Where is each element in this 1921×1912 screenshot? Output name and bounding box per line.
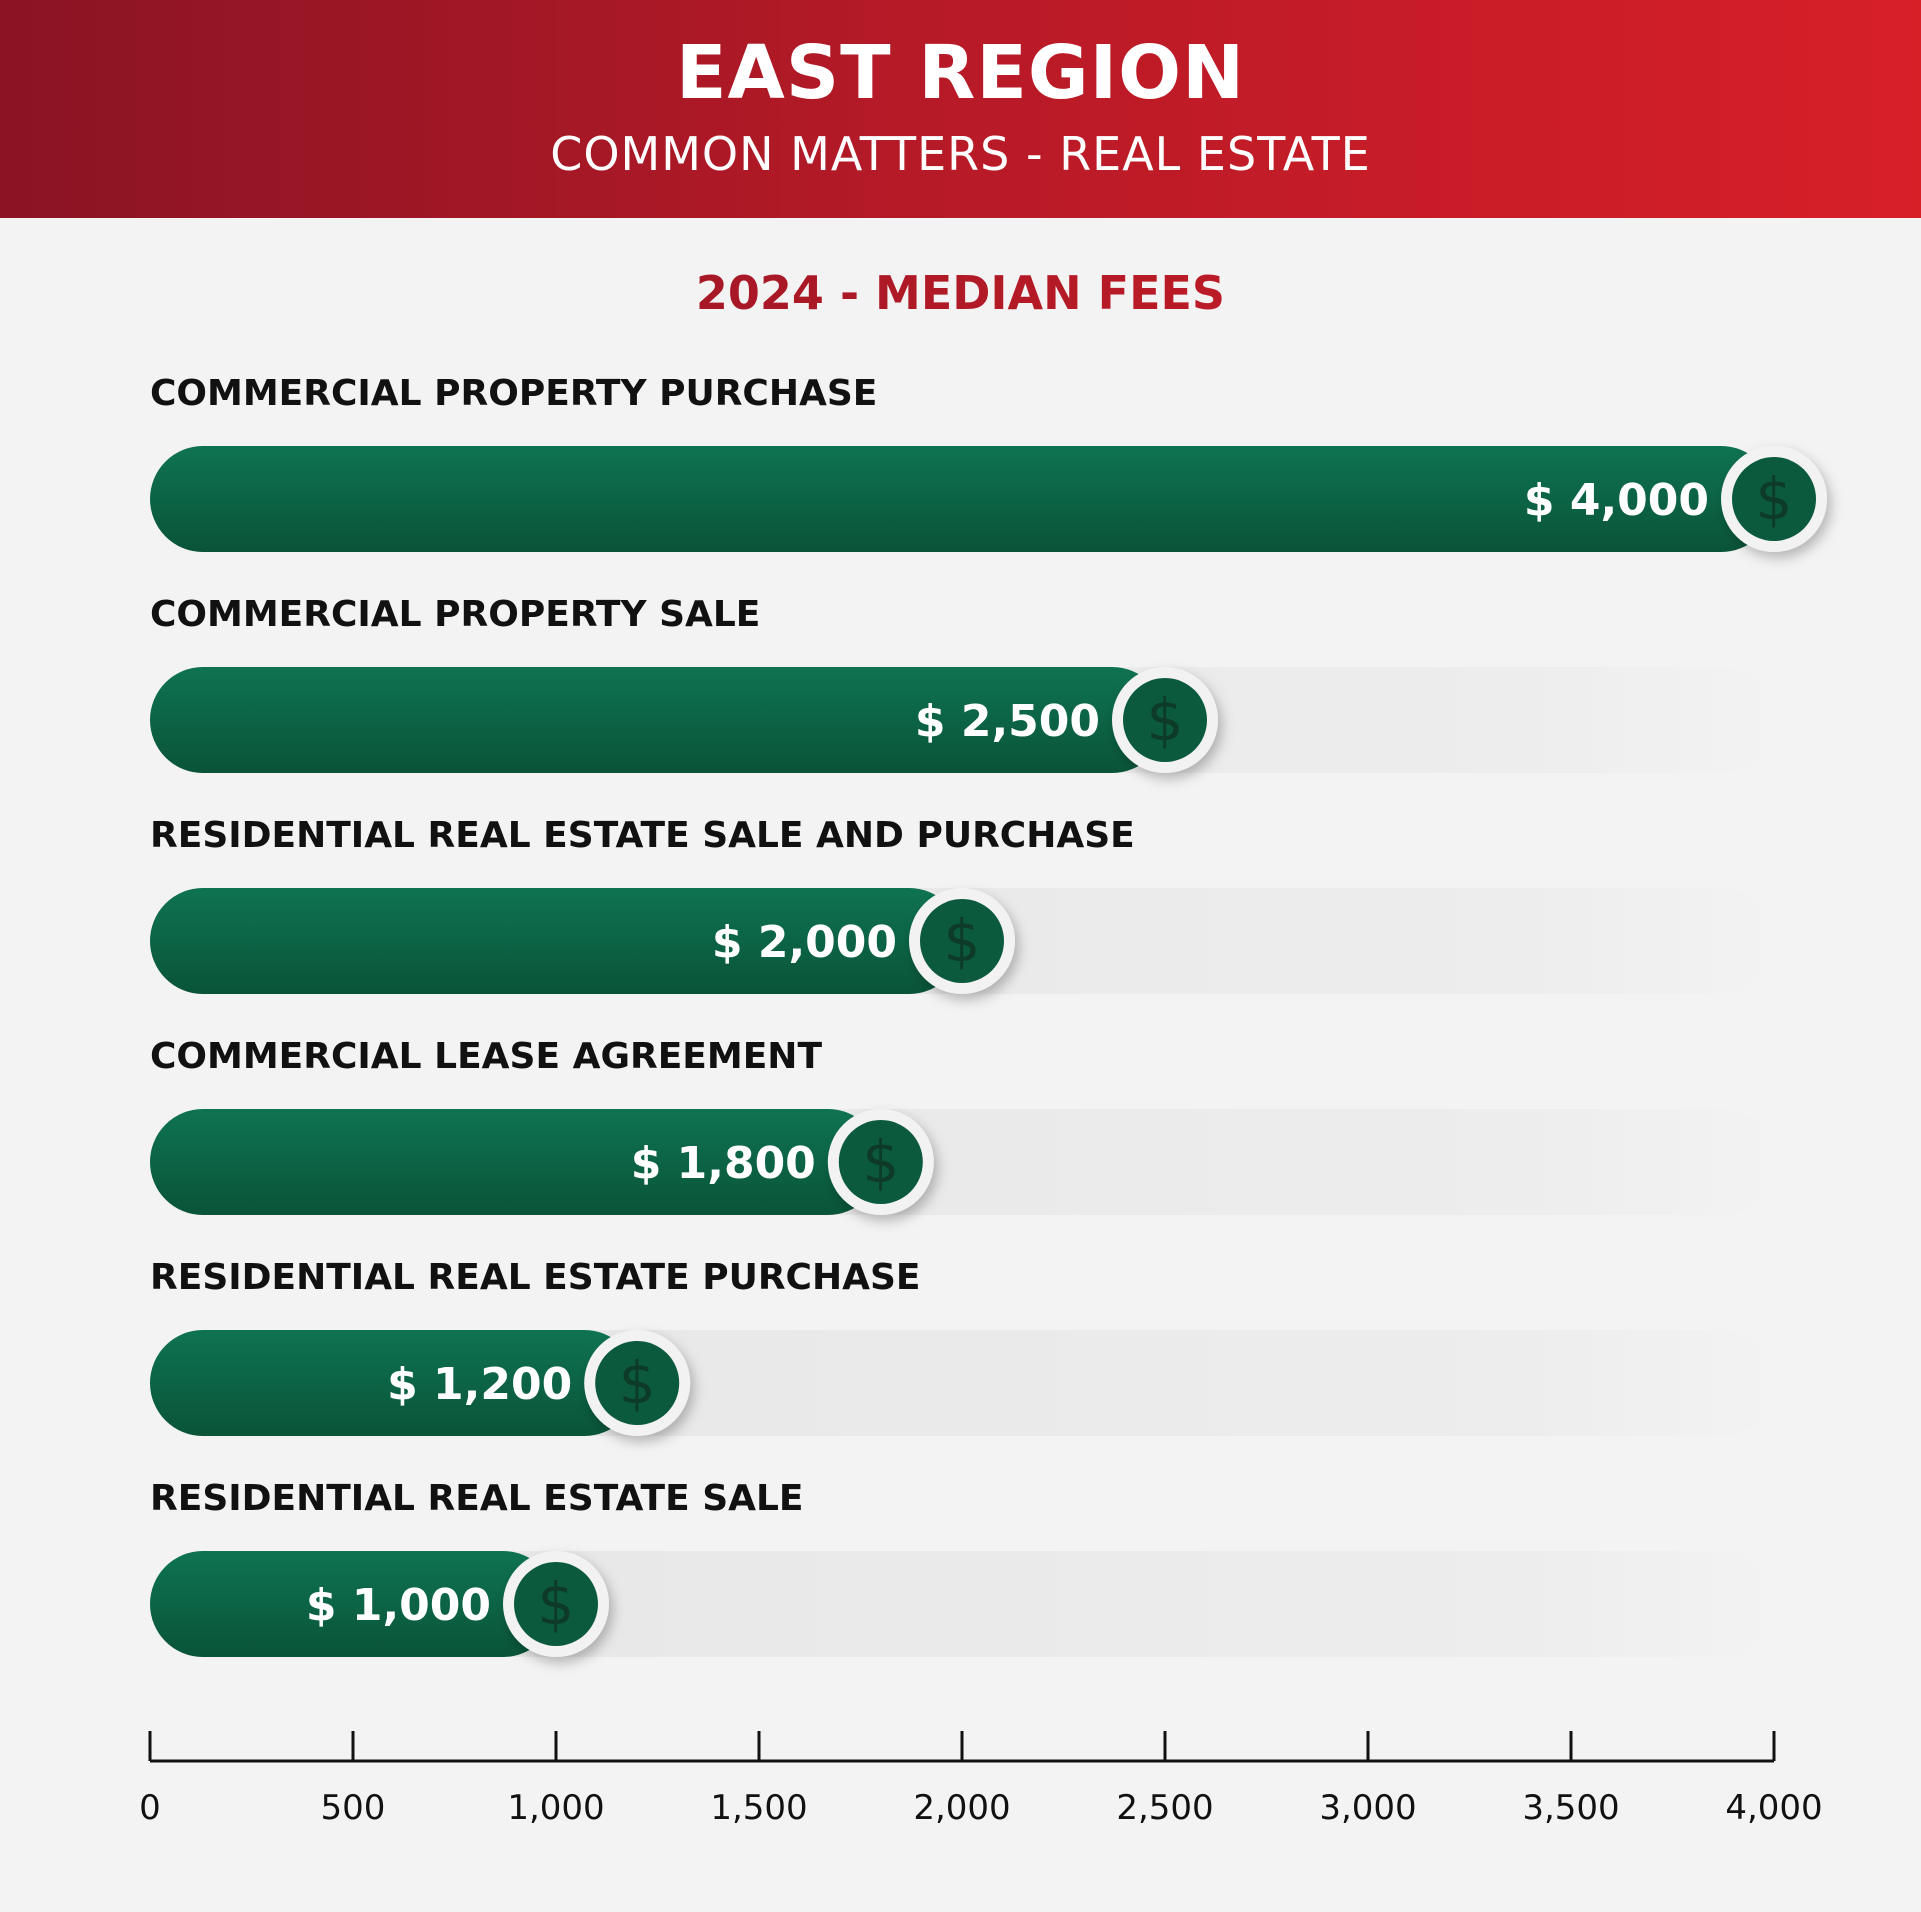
- dollar-sign-icon: $: [827, 1109, 934, 1215]
- bar-row: COMMERCIAL PROPERTY PURCHASE $ $ 4,000: [150, 373, 1827, 552]
- x-tick-label: 1,500: [710, 1788, 807, 1828]
- category-label: COMMERCIAL PROPERTY SALE: [150, 594, 760, 635]
- dollar-sign-icon: $: [503, 1551, 609, 1657]
- bar-row: COMMERCIAL PROPERTY SALE $ $ 2,500: [150, 594, 1774, 773]
- dollar-sign-icon: $: [584, 1330, 691, 1436]
- bar: [150, 1551, 556, 1657]
- value-label: $ 2,500: [915, 696, 1100, 747]
- bar-row: COMMERCIAL LEASE AGREEMENT $ $ 1,800: [150, 1036, 1774, 1215]
- value-label: $ 1,800: [631, 1138, 816, 1189]
- x-tick-label: 4,000: [1725, 1788, 1822, 1828]
- svg-text:$: $: [1756, 465, 1793, 533]
- x-tick-label: 2,500: [1116, 1788, 1213, 1828]
- category-label: COMMERCIAL LEASE AGREEMENT: [150, 1036, 822, 1077]
- category-label: RESIDENTIAL REAL ESTATE PURCHASE: [150, 1257, 920, 1298]
- bar-row: RESIDENTIAL REAL ESTATE SALE AND PURCHAS…: [150, 815, 1774, 994]
- bar: [150, 446, 1774, 552]
- dollar-sign-icon: $: [1721, 446, 1827, 552]
- bar-row: RESIDENTIAL REAL ESTATE SALE $ $ 1,000: [150, 1478, 1774, 1657]
- x-tick-label: 0: [139, 1788, 161, 1828]
- header-banner: EAST REGION COMMON MATTERS - REAL ESTATE: [0, 0, 1921, 218]
- page-title: EAST REGION: [676, 30, 1245, 116]
- value-label: $ 2,000: [712, 917, 897, 968]
- bar-row: RESIDENTIAL REAL ESTATE PURCHASE $ $ 1,200: [150, 1257, 1774, 1436]
- category-label: RESIDENTIAL REAL ESTATE SALE: [150, 1478, 804, 1519]
- dollar-sign-icon: $: [909, 888, 1015, 994]
- svg-text:$: $: [619, 1349, 656, 1417]
- x-tick-label: 1,000: [507, 1788, 604, 1828]
- bar: [150, 888, 962, 994]
- dollar-sign-icon: $: [1112, 667, 1218, 773]
- svg-text:$: $: [944, 907, 981, 975]
- bar: [150, 1330, 638, 1436]
- bar: [150, 1109, 881, 1215]
- x-tick-label: 3,000: [1319, 1788, 1416, 1828]
- value-label: $ 1,000: [306, 1580, 491, 1631]
- svg-text:$: $: [1147, 686, 1184, 754]
- page-subtitle: COMMON MATTERS - REAL ESTATE: [550, 127, 1371, 181]
- x-tick-label: 2,000: [913, 1788, 1010, 1828]
- value-label: $ 1,200: [387, 1359, 572, 1410]
- value-label: $ 4,000: [1524, 475, 1709, 526]
- x-tick-label: 3,500: [1522, 1788, 1619, 1828]
- bar: [150, 667, 1165, 773]
- svg-text:$: $: [862, 1128, 899, 1196]
- category-label: COMMERCIAL PROPERTY PURCHASE: [150, 373, 877, 414]
- svg-text:$: $: [538, 1570, 575, 1638]
- x-tick-label: 500: [321, 1788, 386, 1828]
- category-label: RESIDENTIAL REAL ESTATE SALE AND PURCHAS…: [150, 815, 1135, 856]
- chart-title: 2024 - MEDIAN FEES: [0, 266, 1921, 320]
